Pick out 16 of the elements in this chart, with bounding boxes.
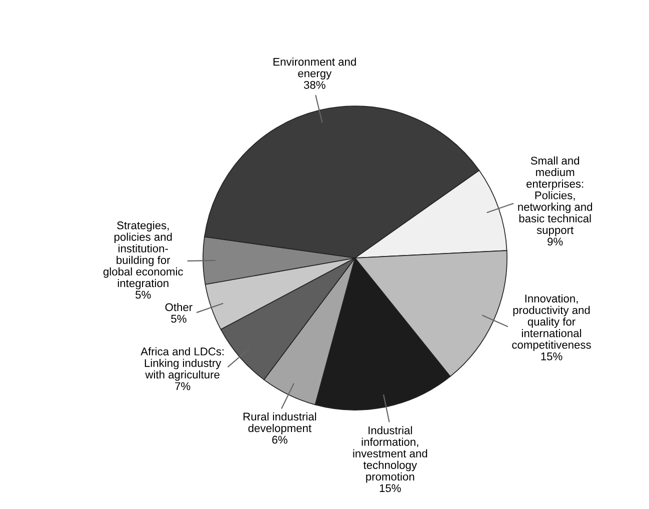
slice-label: Rural industrial development [244,412,316,434]
data-label: 5% [136,290,151,299]
data-label: 9% [548,238,563,246]
slice-label: Africa and LDCs: Linking industry with agriculture [140,347,224,381]
slice-label: Industrial information, investment and technology promotion [353,426,428,483]
data-label: 6% [272,436,288,444]
slice-label: Environment and energy [274,58,356,80]
data-label: 15% [380,484,401,492]
slice-label: Small and medium enterprises: Policies, networking and basic technical support [518,156,592,236]
data-label: 7% [175,382,190,390]
slice-label: Strategies, policies and institution- building for global economic integration [103,221,183,290]
slice-label: Other [165,302,192,312]
data-label: 5% [171,314,186,323]
slice-label: Innovation, productivity and quality for international competitiveness [512,294,591,351]
data-label: 38% [304,80,326,89]
data-label: 15% [541,352,562,360]
